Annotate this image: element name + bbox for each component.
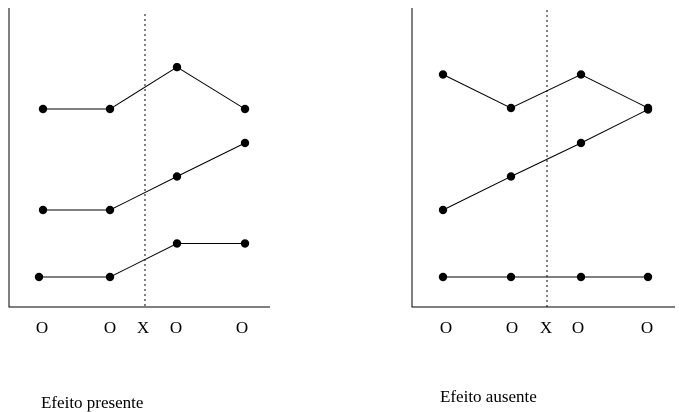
data-point: [643, 272, 653, 282]
series-line: [43, 66, 246, 110]
panel-caption: Efeito presente: [41, 393, 143, 412]
axes: [8, 8, 270, 308]
series-line: [442, 109, 649, 211]
tick-label-observation: O: [506, 318, 518, 337]
data-point: [172, 239, 182, 248]
data-point: [240, 239, 250, 248]
data-point: [643, 105, 653, 114]
tick-label-intervention: X: [540, 318, 552, 337]
data-point: [576, 138, 586, 148]
data-point: [576, 272, 586, 282]
panel-caption: Efeito ausente: [440, 387, 537, 406]
data-point: [34, 272, 44, 282]
tick-label-observation: O: [572, 318, 584, 337]
tick-label-observation: O: [170, 318, 182, 337]
data-point: [172, 62, 182, 72]
data-point: [240, 138, 250, 148]
tick-label-observation: O: [104, 318, 116, 337]
series-line: [43, 142, 246, 211]
data-point: [438, 272, 448, 282]
data-point: [172, 172, 182, 181]
axes: [411, 8, 675, 308]
panel-efeito-presente: O O X O O Efeito presente: [8, 8, 270, 412]
data-point: [506, 272, 516, 282]
series-line: [39, 243, 245, 278]
tick-label-observation: O: [440, 318, 452, 337]
data-point: [38, 205, 48, 215]
tick-label-observation: O: [236, 318, 248, 337]
panel-efeito-ausente: O O X O O Efeito ausente: [411, 8, 675, 406]
data-point: [576, 70, 586, 79]
data-point: [38, 104, 48, 114]
data-point: [506, 103, 516, 113]
data-point: [240, 104, 250, 114]
tick-label-observation: O: [641, 318, 653, 337]
data-point: [438, 70, 448, 79]
tick-label-observation: O: [36, 318, 48, 337]
data-point: [105, 272, 115, 282]
series-line: [442, 73, 649, 109]
data-point: [105, 205, 115, 215]
data-point: [506, 172, 516, 181]
data-point: [438, 205, 448, 215]
tick-label-intervention: X: [137, 318, 149, 337]
data-point: [105, 104, 115, 114]
